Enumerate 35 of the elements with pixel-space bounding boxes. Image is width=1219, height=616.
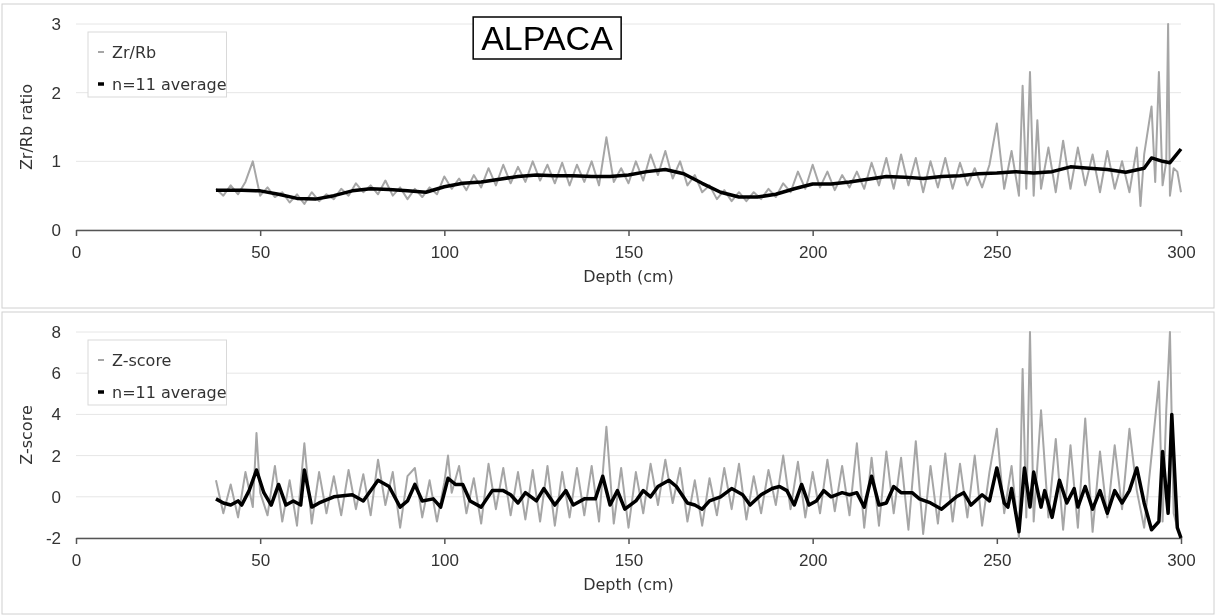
y-tick-label: -2 [45,528,61,548]
y-tick-label: 3 [51,14,61,34]
x-tick-label: 0 [71,550,82,570]
x-tick-label: 150 [614,242,644,262]
y-tick-label: 4 [51,405,61,425]
legend-label: Z-score [112,351,172,370]
y-tick-label: 8 [51,322,61,342]
legend-label: n=11 average [112,383,227,402]
y-tick-label: 0 [51,487,61,507]
y-axis-title: Z-score [17,405,36,465]
y-tick-label: 2 [51,446,61,466]
x-tick-label: 150 [614,550,644,570]
y-tick-label: 0 [51,220,61,240]
y-axis-title: Zr/Rb ratio [17,83,36,171]
legend-label: Zr/Rb [112,43,157,62]
chart-title: ALPACA [481,19,614,57]
x-axis-title: Depth (cm) [583,575,674,594]
line-series [214,412,1183,540]
x-tick-label: 250 [983,242,1012,262]
x-tick-label: 0 [71,242,82,262]
x-tick-label: 300 [1167,550,1196,570]
x-tick-label: 250 [983,550,1012,570]
line-series [214,147,1183,201]
y-tick-label: 1 [51,152,61,172]
x-tick-label: 50 [251,242,271,262]
x-tick-label: 50 [251,550,271,570]
legend-label: n=11 average [112,75,227,94]
x-tick-label: 100 [430,242,460,262]
x-axis-title: Depth (cm) [583,267,674,286]
x-tick-label: 200 [798,242,828,262]
x-tick-label: 300 [1167,242,1196,262]
y-tick-label: 2 [51,83,61,103]
x-tick-label: 200 [798,550,828,570]
y-tick-label: 6 [51,364,61,384]
x-tick-label: 100 [430,550,460,570]
